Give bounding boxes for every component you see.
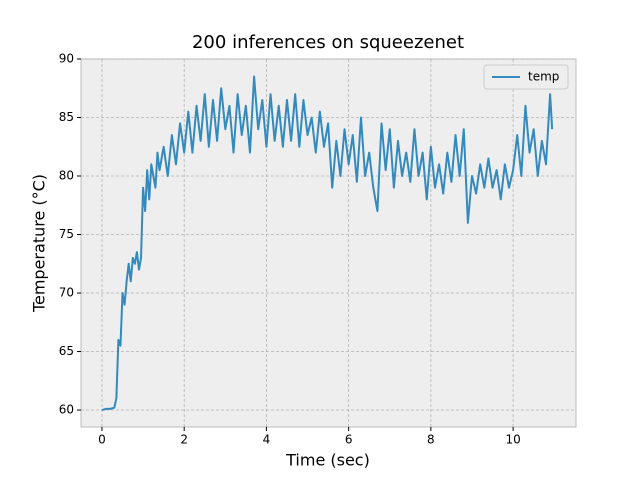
y-tick-label: 80 [59, 169, 74, 183]
y-tick-label: 65 [59, 344, 74, 358]
x-tick-label: 4 [263, 433, 271, 447]
legend-box [483, 64, 569, 90]
y-axis-label: Temperature (°C) [30, 174, 49, 313]
x-axis-label: Time (sec) [285, 451, 370, 470]
chart-title: 200 inferences on squeezenet [192, 32, 464, 53]
x-tick-label: 6 [345, 433, 353, 447]
x-tick-label: 8 [427, 433, 435, 447]
x-tick-label: 2 [180, 433, 188, 447]
y-tick-label: 85 [59, 110, 74, 124]
y-tick-label: 70 [59, 286, 74, 300]
data-line [101, 75, 554, 411]
y-tick-label: 90 [59, 52, 74, 66]
plot-area [80, 58, 577, 428]
x-tick-label: 0 [98, 433, 106, 447]
x-tick-label: 10 [505, 433, 520, 447]
legend-label: temp [528, 70, 559, 84]
y-tick-label: 60 [59, 403, 74, 417]
y-tick-label: 75 [59, 227, 74, 241]
